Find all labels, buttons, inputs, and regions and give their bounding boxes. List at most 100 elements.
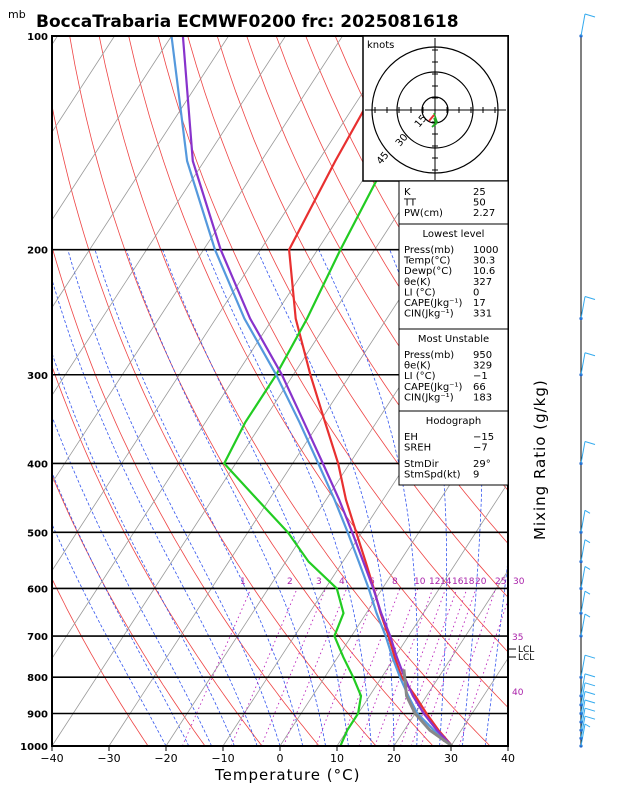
mixing-ratio-line [410,588,468,746]
indices-section [398,410,509,486]
index-name: θe(K) [404,361,431,372]
isotherm [165,219,508,746]
y-tick-label: 300 [27,371,48,382]
dry-adiabat [69,36,434,746]
wind-barb-flag [584,13,596,18]
isotherm [52,36,400,572]
chart-title: BoccaTrabaria ECMWF0200 frc: 2025081618 [36,12,459,32]
indices-table: K 25 TT 50 PW(cm) 2.27 Lowest level Press(mb) 10… [398,180,509,486]
mixing-ratio-axis-label: Mixing Ratio (g/kg) [531,379,549,540]
index-name: Press(mb) [404,350,454,361]
wind-barb [580,509,591,533]
mixing-ratio-line [283,588,348,746]
wind-barb [580,352,596,375]
moist-adiabat [125,249,326,746]
wind-barb [580,539,591,562]
dry-adiabat [216,36,508,545]
wind-barb-flag [584,509,591,514]
mixing-ratio-line [388,588,447,746]
wind-point [579,634,583,638]
dry-adiabat [601,36,618,746]
dry-adiabat [52,103,377,746]
index-name: SREH [404,443,431,454]
wind-barb [580,682,596,705]
moist-adiabat [52,278,258,746]
index-value: 183 [473,392,492,403]
dry-adiabat [52,245,320,746]
index-name: CIN(Jkg⁻¹) [404,309,454,320]
dry-adiabat [157,36,508,653]
wind-barb-flag [584,723,591,728]
mixing-ratio-line [400,588,458,746]
y-tick-label: 1000 [20,742,48,753]
index-value: −15 [473,432,494,443]
mixing-ratio-label: 40 [512,688,524,698]
mixing-ratio-label: 18 [463,577,475,587]
mixing-ratio-line [420,588,477,746]
wind-barb [580,723,591,747]
y-tick-label: 100 [27,32,48,43]
storm-motion-marker [428,114,435,122]
wind-barb-flag [584,691,596,695]
indices-section [398,223,509,330]
index-name: θe(K) [404,277,431,288]
mixing-ratio-label: 2 [287,577,293,587]
dry-adiabat [52,474,206,746]
mixing-ratio-line [441,588,497,746]
index-name: StmDir [404,459,439,470]
index-name: LI (°C) [404,371,436,382]
wind-barb-flag [584,699,596,704]
x-tick-label: 10 [330,752,344,765]
y-tick-label: 700 [27,632,48,643]
mixing-ratio-label: 3 [316,577,322,587]
x-tick-label: −40 [40,752,63,765]
wind-barb-staff [580,682,586,705]
x-tick-label: −30 [97,752,120,765]
x-tick-label: 0 [277,752,284,765]
index-value: 331 [473,309,492,320]
indices-section [398,328,509,412]
isotherm [393,569,508,746]
wind-barb-staff [580,708,586,731]
background-lines [52,36,618,746]
mixing-ratio-label: 14 [440,577,452,587]
hodograph-unit-label: knots [367,40,394,51]
wind-barb-flag [584,539,591,544]
wind-barb-flag [584,590,591,595]
x-tick-label: −10 [211,752,234,765]
mixing-ratio-label: 35 [512,633,523,643]
wind-barb-flag [584,707,596,712]
wind-barb-flag [584,566,591,570]
wind-point [579,586,583,591]
wind-barb [580,691,596,714]
mixing-ratio-label: 6 [369,577,375,587]
index-name: Temp(°C) [403,256,451,267]
y-tick-label: 900 [27,710,48,721]
wind-point [579,720,583,724]
x-axis-title: Temperature (°C) [214,766,360,784]
moist-adiabat [256,249,395,746]
index-name: EH [404,432,418,443]
isotherm [52,36,229,309]
indices-header: Lowest level [423,229,485,240]
wind-barb-flag [584,682,596,687]
moist-adiabat [52,471,190,746]
isotherm [507,745,508,746]
wind-barb-staff [580,539,586,562]
wind-point [579,736,583,740]
series-temperature [287,36,453,746]
wind-barb-flag [584,352,596,357]
moist-adiabat [52,523,167,746]
wind-point [579,560,583,564]
wind-point [579,703,583,707]
y-tick-label: 800 [27,673,48,684]
mixing-ratio-label: 1 [240,577,246,587]
mixing-ratio-line [458,598,508,746]
wind-profile [579,13,596,748]
x-tick-label: 20 [387,752,401,765]
dry-adiabat [52,365,263,746]
